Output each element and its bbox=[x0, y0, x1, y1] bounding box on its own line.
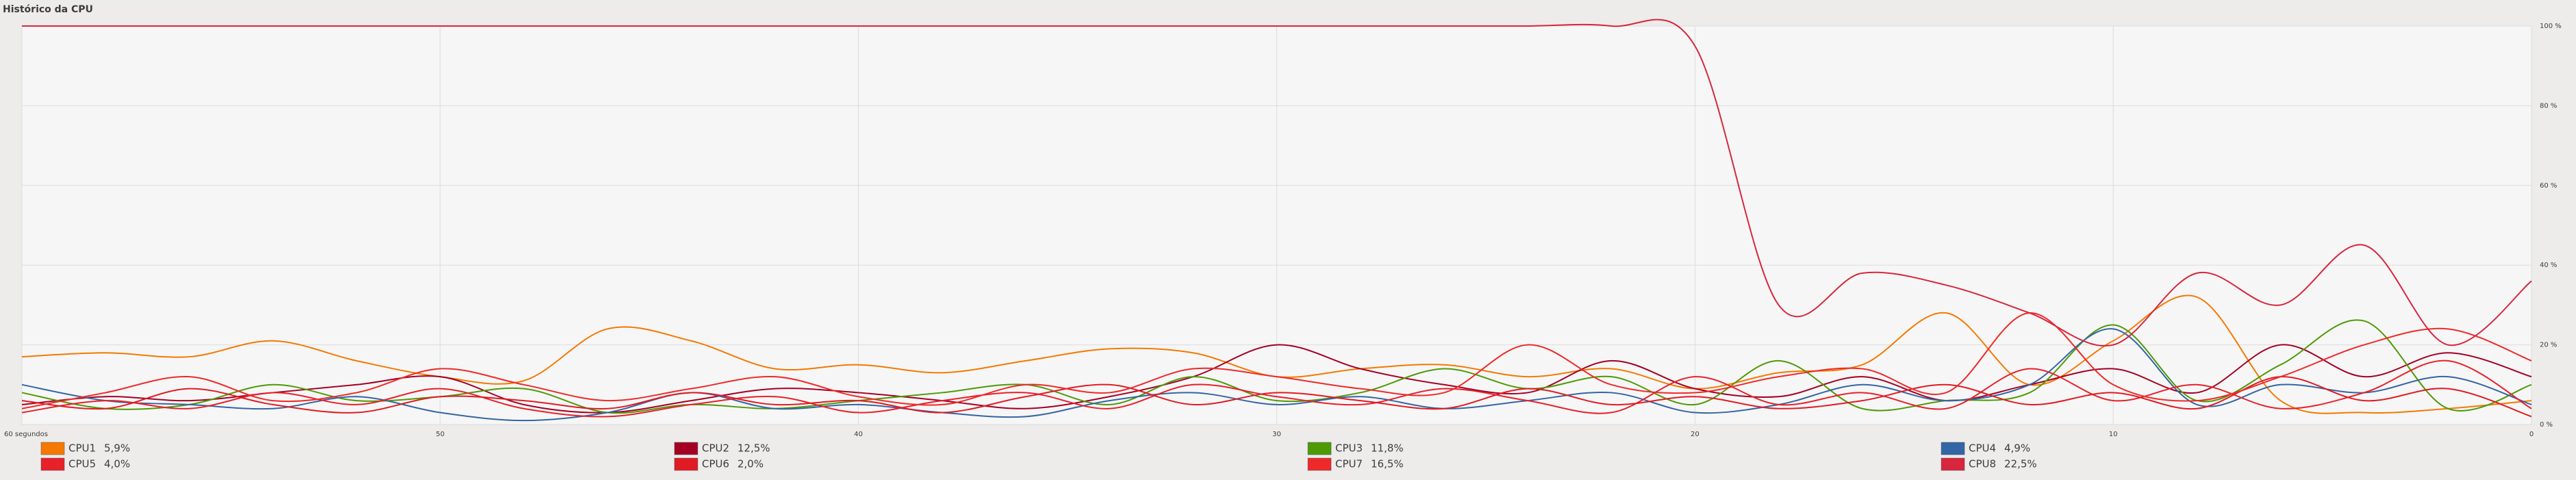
y-tick-label: 0 % bbox=[2540, 421, 2553, 429]
y-tick-label: 100 % bbox=[2540, 23, 2562, 30]
legend-value: 2,0% bbox=[737, 458, 763, 470]
legend-value: 11,8% bbox=[1371, 442, 1404, 455]
y-tick-label: 20 % bbox=[2540, 342, 2557, 349]
cpu-line bbox=[21, 344, 2532, 414]
legend-swatch bbox=[40, 442, 65, 455]
chart-title: Histórico da CPU bbox=[3, 4, 93, 15]
cpu-line bbox=[21, 18, 2532, 346]
legend-value: 12,5% bbox=[737, 442, 770, 455]
x-tick-label: 50 bbox=[435, 431, 444, 438]
legend-swatch bbox=[674, 457, 698, 471]
legend-name: CPU7 bbox=[1335, 458, 1363, 470]
legend-name: CPU2 bbox=[702, 442, 729, 455]
cpu-line bbox=[21, 376, 2532, 418]
legend-swatch bbox=[1941, 442, 1965, 455]
y-tick-label: 40 % bbox=[2540, 262, 2557, 269]
legend-swatch bbox=[40, 457, 65, 471]
legend-name: CPU1 bbox=[68, 442, 96, 455]
y-tick-label: 60 % bbox=[2540, 182, 2557, 190]
cpu-line bbox=[21, 359, 2532, 418]
y-tick-label: 80 % bbox=[2540, 102, 2557, 110]
x-tick-label: 60 segundos bbox=[4, 431, 48, 438]
x-tick-label: 10 bbox=[2109, 431, 2118, 438]
cpu-line bbox=[21, 328, 2532, 422]
legend-value: 4,0% bbox=[104, 458, 130, 470]
legend-name: CPU5 bbox=[68, 458, 96, 470]
legend-swatch bbox=[1307, 457, 1332, 471]
legend-name: CPU6 bbox=[702, 458, 729, 470]
cpu-line bbox=[21, 312, 2532, 409]
legend-swatch bbox=[1307, 442, 1332, 455]
legend-value: 16,5% bbox=[1371, 458, 1404, 470]
legend-name: CPU8 bbox=[1969, 458, 1996, 470]
legend-swatch bbox=[1941, 457, 1965, 471]
legend-name: CPU4 bbox=[1969, 442, 1996, 455]
legend-value: 4,9% bbox=[2004, 442, 2030, 455]
x-tick-label: 0 bbox=[2529, 431, 2534, 438]
legend-value: 5,9% bbox=[104, 442, 130, 455]
x-tick-label: 20 bbox=[1691, 431, 1700, 438]
legend-name: CPU3 bbox=[1335, 442, 1363, 455]
legend-value: 22,5% bbox=[2004, 458, 2037, 470]
x-tick-label: 30 bbox=[1272, 431, 1281, 438]
legend-swatch bbox=[674, 442, 698, 455]
x-tick-label: 40 bbox=[854, 431, 863, 438]
